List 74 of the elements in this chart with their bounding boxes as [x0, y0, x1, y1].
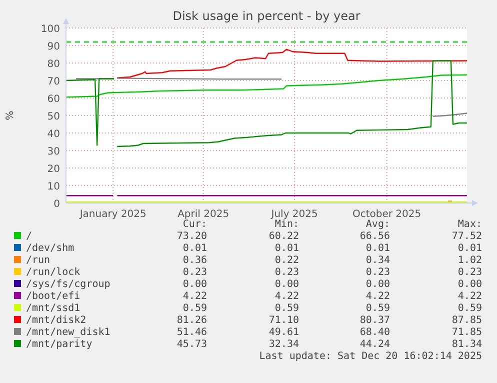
text: 0.34 — [366, 255, 390, 266]
text: 45.73 — [176, 339, 207, 350]
y-tick-label: 100 — [40, 24, 60, 35]
text: Max: — [458, 219, 482, 230]
legend-label: /sys/fs/cgroup — [26, 279, 110, 290]
legend-label: /mnt/new_disk1 — [26, 327, 110, 338]
y-axis-title: % — [5, 110, 16, 120]
text: 0.01 — [182, 243, 207, 254]
text: 60.22 — [268, 231, 299, 242]
line-series — [65, 74, 468, 98]
text: 32.34 — [268, 339, 299, 350]
y-tick-label: 30 — [47, 146, 60, 158]
text: Avg: — [366, 219, 390, 230]
y-tick-label: 50 — [47, 112, 60, 122]
text: 71.85 — [452, 327, 482, 338]
text: Min: — [274, 219, 299, 230]
y-tick-label: 10 — [47, 182, 60, 192]
y-tick-label: 40 — [47, 129, 60, 140]
text: 51.46 — [176, 327, 207, 338]
legend-label: / — [26, 231, 32, 242]
text: 0.36 — [182, 255, 207, 266]
legend-label: /mnt/parity — [26, 339, 92, 350]
legend-label: /dev/shm — [26, 243, 74, 254]
text: Cur: — [182, 219, 207, 230]
text: 80.37 — [360, 315, 390, 326]
y-tick-label: 0 — [54, 199, 60, 210]
text: 81.26 — [176, 315, 207, 326]
text: 4.22 — [182, 291, 207, 302]
y-tick-label: 80 — [47, 59, 60, 70]
text: 4.22 — [274, 291, 299, 302]
text: 0.01 — [458, 243, 482, 254]
text: 4.22 — [366, 291, 390, 302]
text: 0.01 — [366, 243, 390, 254]
line-series — [116, 48, 468, 78]
text: 0.00 — [182, 279, 207, 290]
text: 0.59 — [366, 303, 390, 314]
text: 0.59 — [274, 303, 299, 314]
text: 1.02 — [458, 255, 482, 266]
x-tick-label: January 2025 — [78, 209, 146, 220]
legend-label: /run — [26, 255, 50, 266]
text: 66.56 — [360, 231, 390, 242]
y-tick-label: 60 — [47, 94, 60, 105]
text: 68.40 — [360, 327, 390, 338]
text: 0.23 — [458, 267, 482, 278]
legend-label: /mnt/ssd1 — [26, 303, 80, 314]
legend-label: /boot/efi — [26, 291, 80, 302]
text: 49.61 — [268, 327, 299, 338]
text: 0.01 — [274, 243, 299, 254]
x-tick-label: October 2025 — [352, 209, 422, 220]
y-tick-label: 20 — [47, 164, 60, 175]
text: 0.59 — [458, 303, 482, 314]
text: 0.23 — [182, 267, 207, 278]
text: 0.00 — [274, 279, 299, 290]
text: 44.24 — [360, 339, 390, 350]
text: 0.59 — [182, 303, 207, 314]
text: 0.00 — [366, 279, 390, 290]
y-tick-label: 70 — [47, 76, 60, 88]
legend-label: /mnt/disk2 — [26, 315, 86, 326]
text: 71.10 — [268, 315, 299, 326]
text: 0.22 — [274, 255, 299, 266]
text: 81.34 — [452, 339, 482, 350]
text: 77.52 — [452, 231, 482, 242]
y-tick-label: 90 — [47, 42, 60, 52]
text: 4.22 — [458, 291, 482, 302]
x-tick-label: July 2025 — [270, 209, 318, 220]
text: Last update: Sat Dec 20 16:02:14 2025 — [259, 351, 482, 362]
text: 0.00 — [458, 279, 482, 290]
text: 0.23 — [366, 267, 390, 278]
text: 0.23 — [274, 267, 299, 278]
text: 87.85 — [452, 315, 482, 326]
chart-title: Disk usage in percent - by year — [172, 9, 360, 23]
legend-label: /run/lock — [26, 267, 80, 278]
x-tick-label: April 2025 — [178, 209, 230, 220]
text: 73.20 — [176, 231, 207, 242]
